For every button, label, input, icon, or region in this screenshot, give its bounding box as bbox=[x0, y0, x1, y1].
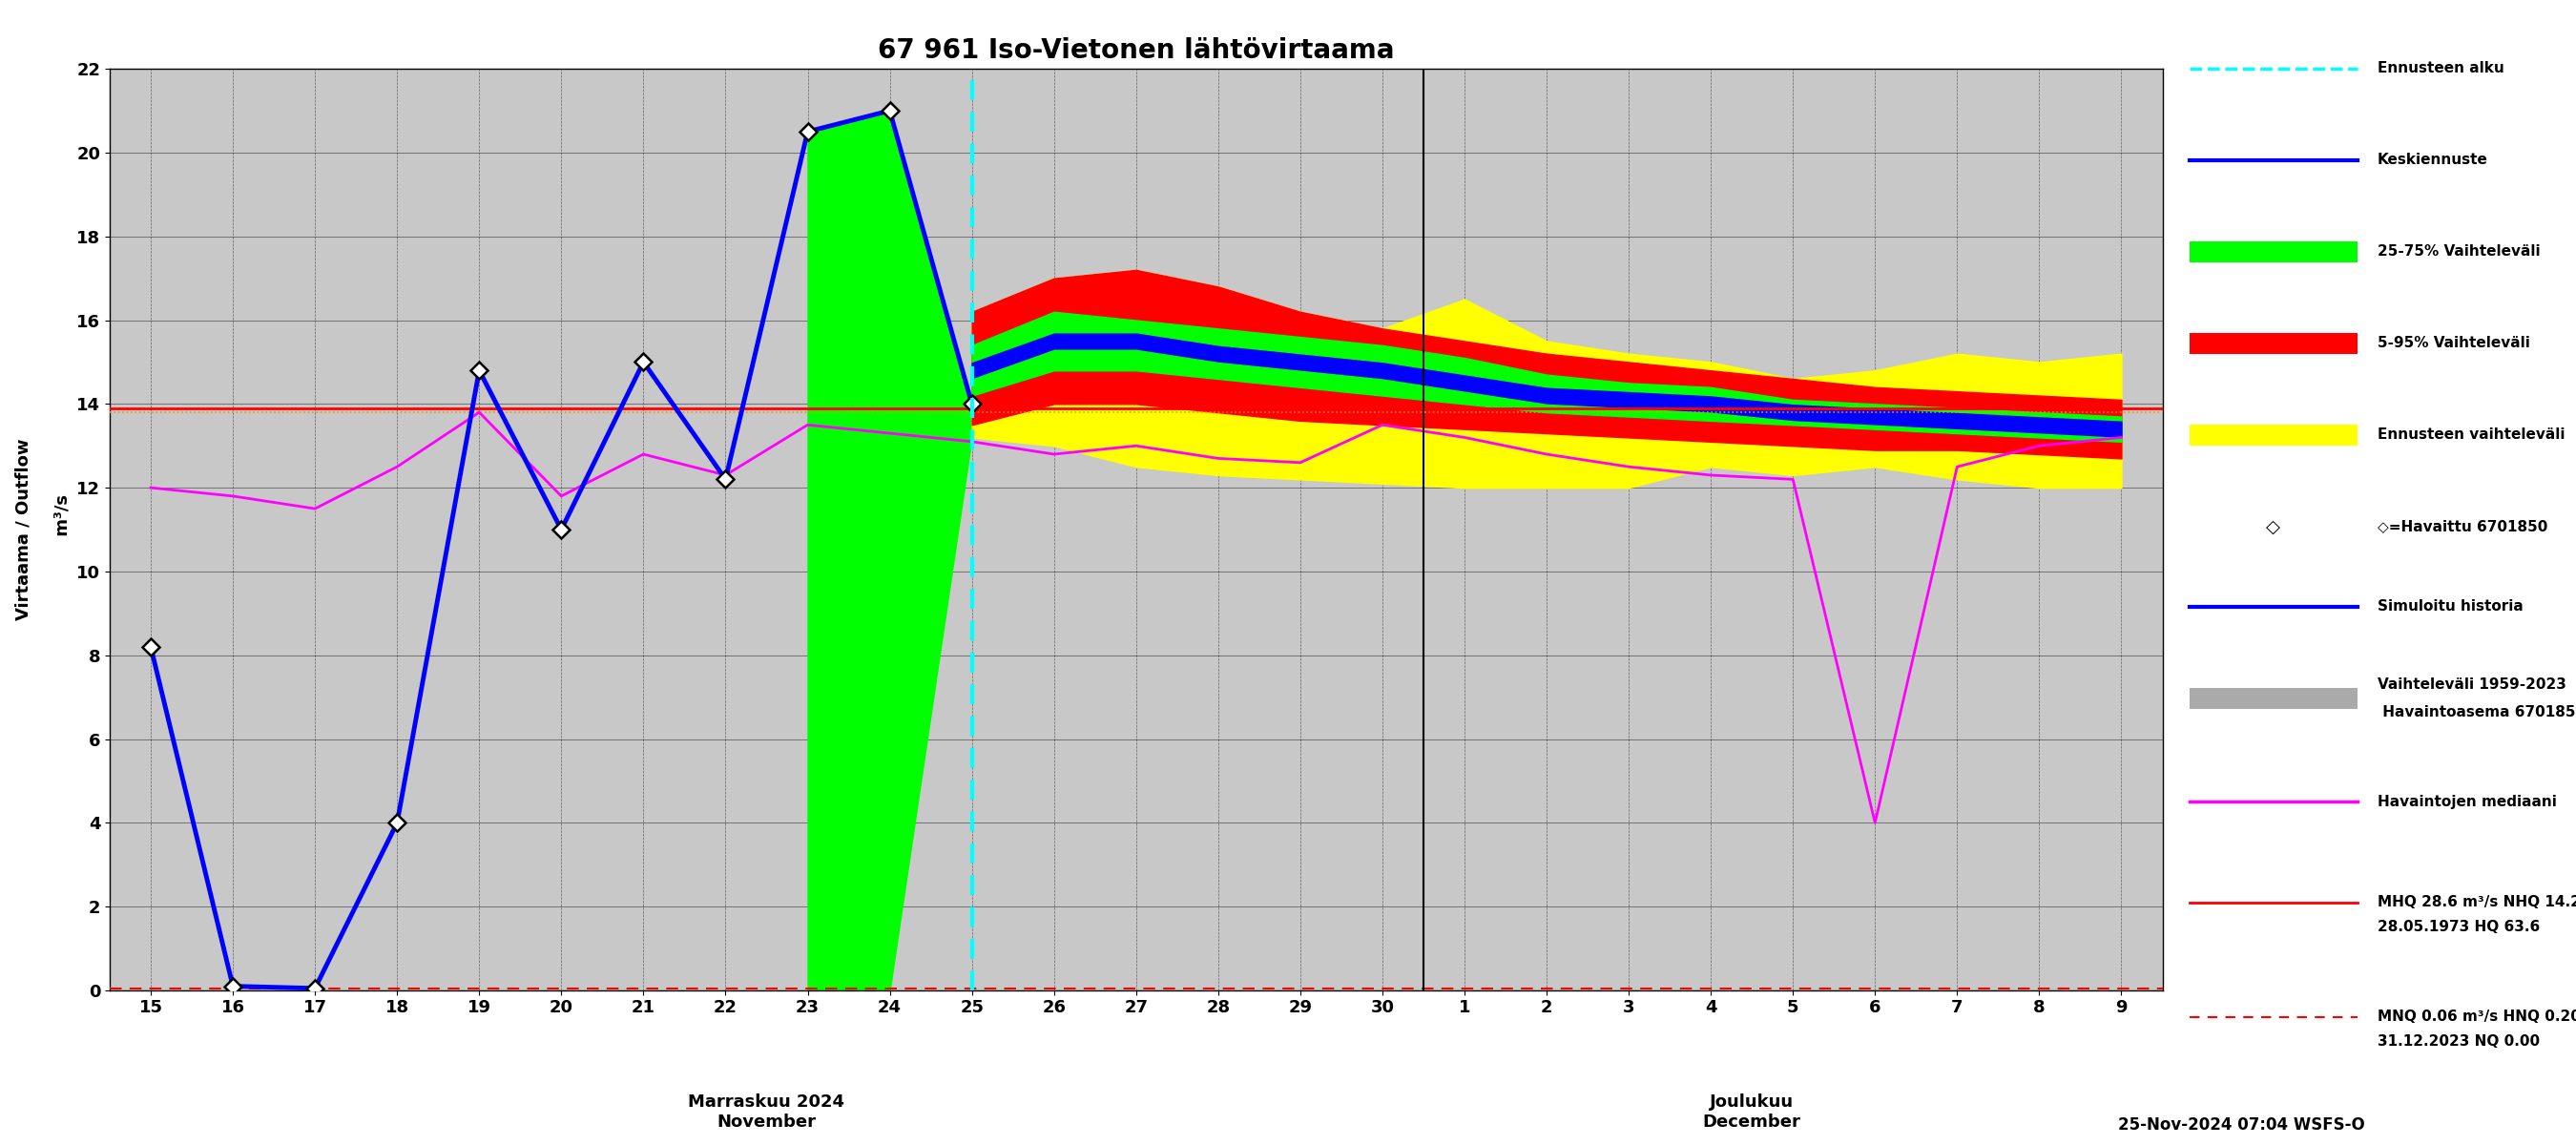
Text: Ennusteen vaihteleväli: Ennusteen vaihteleväli bbox=[2378, 428, 2566, 442]
Text: 28.05.1973 HQ 63.6: 28.05.1973 HQ 63.6 bbox=[2378, 921, 2540, 934]
Text: 25-75% Vaihteleväli: 25-75% Vaihteleväli bbox=[2378, 245, 2540, 259]
Text: Havaintojen mediaani: Havaintojen mediaani bbox=[2378, 795, 2558, 808]
Text: MHQ 28.6 m³/s NHQ 14.2: MHQ 28.6 m³/s NHQ 14.2 bbox=[2378, 895, 2576, 909]
Text: Joulukuu
December: Joulukuu December bbox=[1703, 1093, 1801, 1130]
Text: Keskiennuste: Keskiennuste bbox=[2378, 153, 2488, 167]
Text: 25-Nov-2024 07:04 WSFS-O: 25-Nov-2024 07:04 WSFS-O bbox=[2117, 1116, 2365, 1134]
Text: MNQ 0.06 m³/s HNQ 0.20: MNQ 0.06 m³/s HNQ 0.20 bbox=[2378, 1010, 2576, 1024]
Y-axis label: Virtaama / Outflow

     m³/s: Virtaama / Outflow m³/s bbox=[15, 439, 72, 621]
Text: Vaihteleväli 1959-2023: Vaihteleväli 1959-2023 bbox=[2378, 678, 2566, 692]
Text: Simuloitu historia: Simuloitu historia bbox=[2378, 600, 2524, 614]
Text: 31.12.2023 NQ 0.00: 31.12.2023 NQ 0.00 bbox=[2378, 1035, 2540, 1049]
Text: Havaintoasema 6701850: Havaintoasema 6701850 bbox=[2378, 705, 2576, 719]
Text: Ennusteen alku: Ennusteen alku bbox=[2378, 62, 2504, 76]
Text: ◇: ◇ bbox=[2267, 518, 2280, 536]
Text: ◇=Havaittu 6701850: ◇=Havaittu 6701850 bbox=[2378, 520, 2548, 534]
Title: 67 961 Iso-Vietonen lähtövirtaama: 67 961 Iso-Vietonen lähtövirtaama bbox=[878, 37, 1394, 64]
Text: Marraskuu 2024
November: Marraskuu 2024 November bbox=[688, 1093, 845, 1130]
Text: 5-95% Vaihteleväli: 5-95% Vaihteleväli bbox=[2378, 337, 2530, 350]
